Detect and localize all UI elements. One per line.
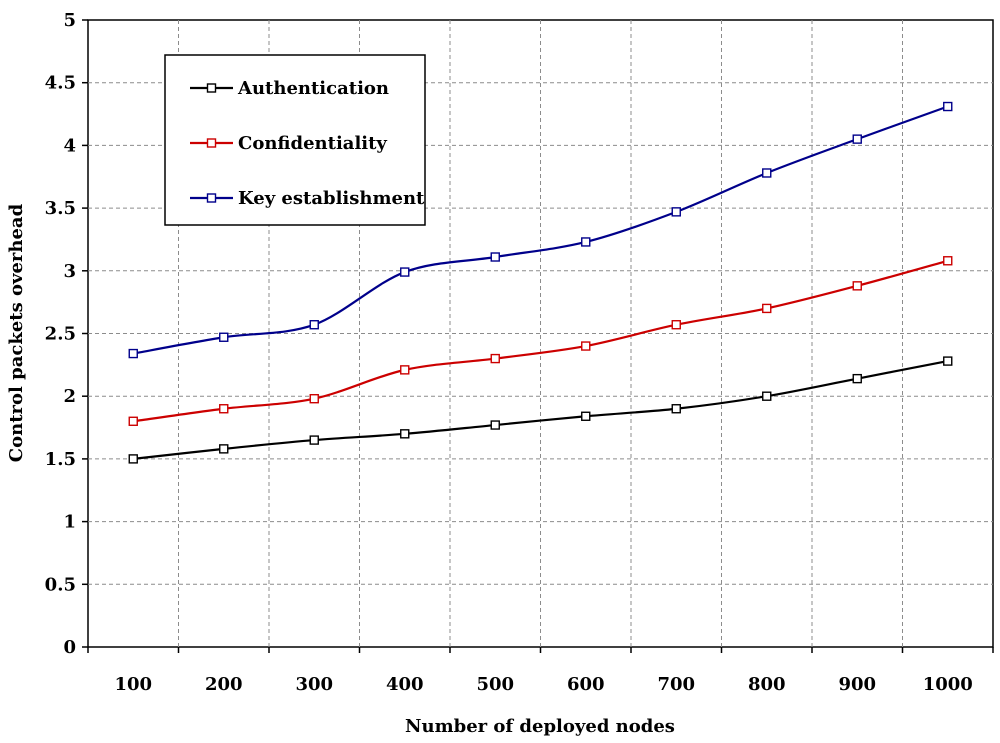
x-tick-label: 600 [567,674,605,695]
data-point [762,168,772,178]
legend-label: Key establishment [238,188,425,209]
data-point [128,416,138,426]
x-tick-label: 200 [205,674,243,695]
data-point [400,429,410,439]
x-tick-label: 500 [476,674,514,695]
legend-swatch-marker [206,138,217,148]
data-point [219,404,229,414]
y-tick-label: 2.5 [45,324,76,345]
series-authentication [128,356,953,464]
data-point [219,444,229,454]
y-tick-label: 2 [63,386,76,407]
legend-item: Authentication [190,78,389,99]
data-point [671,404,681,414]
data-point [309,435,319,445]
y-axis: 0 0.5 1 1.5 2 2.5 3 3.5 4 4.5 5 [45,10,88,658]
data-point [400,365,410,375]
y-tick-label: 1.5 [45,449,76,470]
y-tick-label: 4.5 [45,73,76,94]
data-point [762,303,772,314]
data-point [128,348,138,359]
data-point [400,267,410,277]
legend-label: Confidentiality [238,133,387,154]
x-tick-label: 700 [657,674,695,695]
legend-item: Key establishment [190,188,425,209]
x-tick-label: 1000 [923,674,973,695]
x-tick-label: 900 [838,674,876,695]
data-point [490,353,500,364]
x-tick-label: 100 [114,674,152,695]
x-axis-title: Number of deployed nodes [405,716,675,737]
y-axis-title: Control packets overhead [6,203,27,462]
data-point [762,391,772,401]
data-point [309,394,319,404]
data-point [219,332,229,342]
data-point [581,411,591,421]
series-layer [128,101,953,464]
legend-swatch-marker [206,83,217,93]
x-tick-label: 400 [386,674,424,695]
series-confidentiality [128,256,953,426]
legend-label: Authentication [237,78,389,99]
series-key-establishment [128,101,953,359]
legend-swatch-marker [206,193,217,203]
data-point [128,454,138,464]
legend-item: Confidentiality [190,133,387,154]
data-point [490,252,500,262]
y-tick-label: 4 [63,135,76,156]
x-tick-label: 300 [295,674,333,695]
legend: Authentication Confidentiality Key establi… [164,54,426,226]
series-line [133,360,948,460]
data-point [852,281,862,291]
series-line [133,105,949,355]
data-point [581,237,591,247]
y-tick-label: 0.5 [45,574,76,595]
data-point [943,356,953,366]
y-tick-label: 0 [63,637,76,658]
data-point [671,320,681,330]
data-point [490,420,500,430]
data-point [943,101,953,112]
data-point [581,341,591,351]
y-tick-label: 3.5 [45,198,76,219]
y-tick-label: 3 [63,261,76,282]
x-tick-label: 800 [748,674,786,695]
y-tick-label: 1 [63,512,76,533]
data-point [309,320,319,330]
data-point [852,373,862,384]
x-axis: 100 200 300 400 500 600 700 800 900 1000 [87,647,994,695]
data-point [943,256,953,266]
y-tick-label: 5 [63,10,76,31]
data-point [671,207,681,217]
series-line [133,259,949,423]
data-point [852,134,862,144]
